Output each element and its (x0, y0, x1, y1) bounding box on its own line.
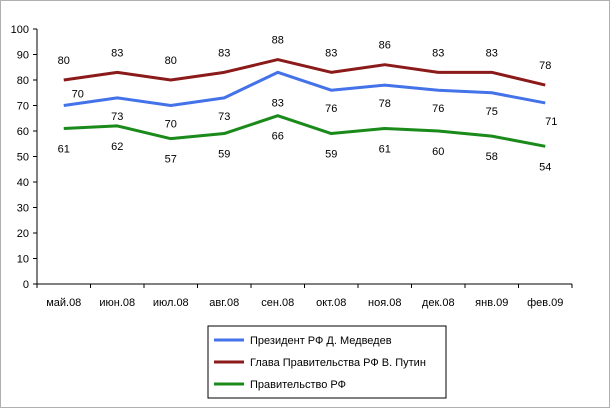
series-line (63, 70, 546, 107)
data-label: 61 (379, 143, 391, 155)
y-tick-label: 90 (17, 50, 29, 62)
data-label: 59 (218, 149, 230, 161)
x-tick-label: июл.08 (153, 297, 189, 309)
data-label: 58 (486, 151, 498, 163)
legend-box (207, 325, 447, 399)
data-label: 83 (432, 47, 444, 59)
y-tick-label: 70 (17, 101, 29, 113)
data-label: 57 (165, 154, 177, 166)
x-tick-label: дек.08 (422, 297, 455, 309)
x-tick-label: авг.08 (209, 297, 239, 309)
data-label: 78 (379, 98, 391, 110)
x-tick-label: июн.08 (99, 297, 135, 309)
x-tick-label: окт.08 (316, 297, 346, 309)
y-tick-label: 10 (17, 254, 29, 266)
data-label: 76 (325, 103, 337, 115)
data-label: 60 (432, 146, 444, 158)
data-label: 80 (165, 55, 177, 67)
data-label: 86 (379, 40, 391, 52)
data-label: 83 (111, 47, 123, 59)
x-tick-label: янв.09 (475, 297, 508, 309)
legend-label: Правительство РФ (250, 379, 346, 391)
data-label: 75 (486, 106, 498, 118)
data-label: 83 (218, 47, 230, 59)
data-label: 83 (272, 97, 284, 109)
data-label: 83 (486, 47, 498, 59)
legend-label: Глава Правительства РФ В. Путин (250, 357, 426, 369)
series-line (63, 114, 546, 148)
data-label: 66 (272, 131, 284, 143)
data-label: 70 (165, 119, 177, 131)
y-tick-label: 60 (17, 126, 29, 138)
data-label: 71 (545, 116, 557, 128)
y-tick-label: 80 (17, 75, 29, 87)
data-label: 76 (432, 103, 444, 115)
data-label: 73 (218, 111, 230, 123)
data-label: 83 (325, 47, 337, 59)
data-label: 78 (539, 60, 551, 72)
x-tick-label: фев.09 (527, 297, 563, 309)
data-label: 80 (58, 55, 70, 67)
y-tick-label: 20 (17, 228, 29, 240)
data-label: 62 (111, 141, 123, 153)
y-tick-label: 40 (17, 177, 29, 189)
y-tick-label: 100 (11, 24, 29, 36)
y-tick-label: 30 (17, 203, 29, 215)
data-label: 54 (539, 161, 551, 173)
y-tick-label: 0 (23, 279, 29, 291)
data-label: 61 (58, 143, 70, 155)
series-line (63, 58, 546, 87)
x-tick-label: сен.08 (261, 297, 294, 309)
data-label: 70 (72, 89, 84, 101)
data-label: 88 (272, 35, 284, 47)
data-label: 59 (325, 149, 337, 161)
y-tick-label: 50 (17, 152, 29, 164)
legend-label: Президент РФ Д. Медведев (250, 335, 392, 347)
x-tick-label: май.08 (46, 297, 81, 309)
data-label: 73 (111, 111, 123, 123)
x-tick-label: ноя.08 (368, 297, 401, 309)
